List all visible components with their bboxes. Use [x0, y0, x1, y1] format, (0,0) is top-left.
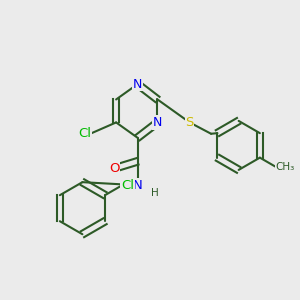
Text: S: S: [185, 116, 194, 129]
Text: N: N: [133, 179, 142, 192]
Text: Cl: Cl: [79, 127, 92, 140]
Text: CH₃: CH₃: [276, 162, 295, 172]
Text: N: N: [133, 78, 142, 91]
Text: N: N: [153, 116, 162, 129]
Text: H: H: [151, 188, 158, 198]
Text: Cl: Cl: [121, 179, 134, 193]
Text: O: O: [109, 162, 120, 175]
